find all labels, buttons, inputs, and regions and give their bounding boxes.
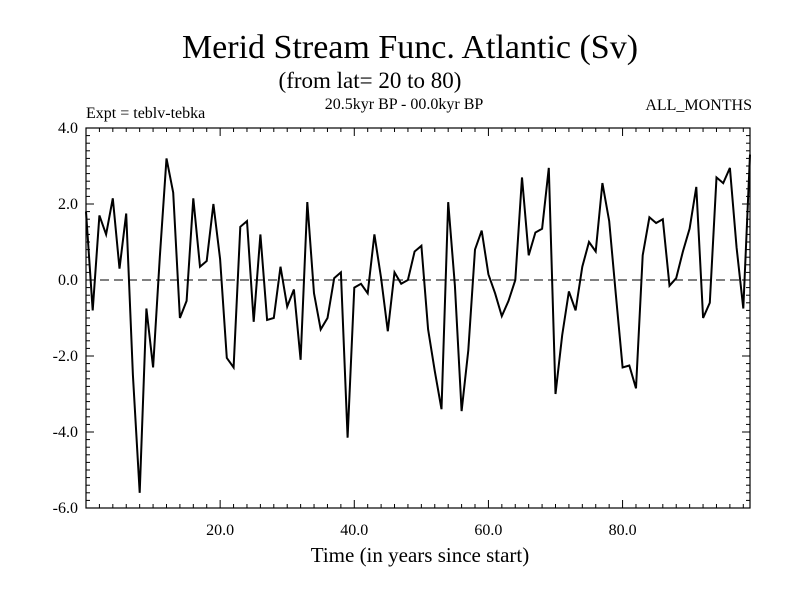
minor-ticks <box>86 128 750 508</box>
y-tick-label: -2.0 <box>53 348 78 365</box>
y-axis-ticks: -6.0 -4.0 -2.0 0.0 2.0 4.0 <box>53 120 78 517</box>
chart-subtitle: (from lat= 20 to 80) <box>279 68 462 93</box>
data-series <box>85 154 751 493</box>
series-line <box>85 154 751 493</box>
y-tick-label: -6.0 <box>53 500 78 517</box>
plot-area-frame <box>85 127 751 509</box>
x-axis-label: Time (in years since start) <box>311 543 530 567</box>
x-axis-ticks: 20.0 40.0 60.0 80.0 <box>206 522 636 539</box>
experiment-label: Expt = teblv-tebka <box>86 105 205 122</box>
x-tick-label: 80.0 <box>609 522 637 539</box>
x-tick-label: 60.0 <box>474 522 502 539</box>
x-tick-label: 20.0 <box>206 522 234 539</box>
x-tick-label: 40.0 <box>340 522 368 539</box>
months-label: ALL_MONTHS <box>645 97 752 114</box>
y-tick-label: 0.0 <box>58 272 78 289</box>
chart-title: Merid Stream Func. Atlantic (Sv) <box>182 29 638 66</box>
time-range-label: 20.5kyr BP - 00.0kyr BP <box>325 96 484 113</box>
y-tick-label: 4.0 <box>58 120 78 137</box>
y-tick-label: 2.0 <box>58 196 78 213</box>
y-tick-label: -4.0 <box>53 424 78 441</box>
